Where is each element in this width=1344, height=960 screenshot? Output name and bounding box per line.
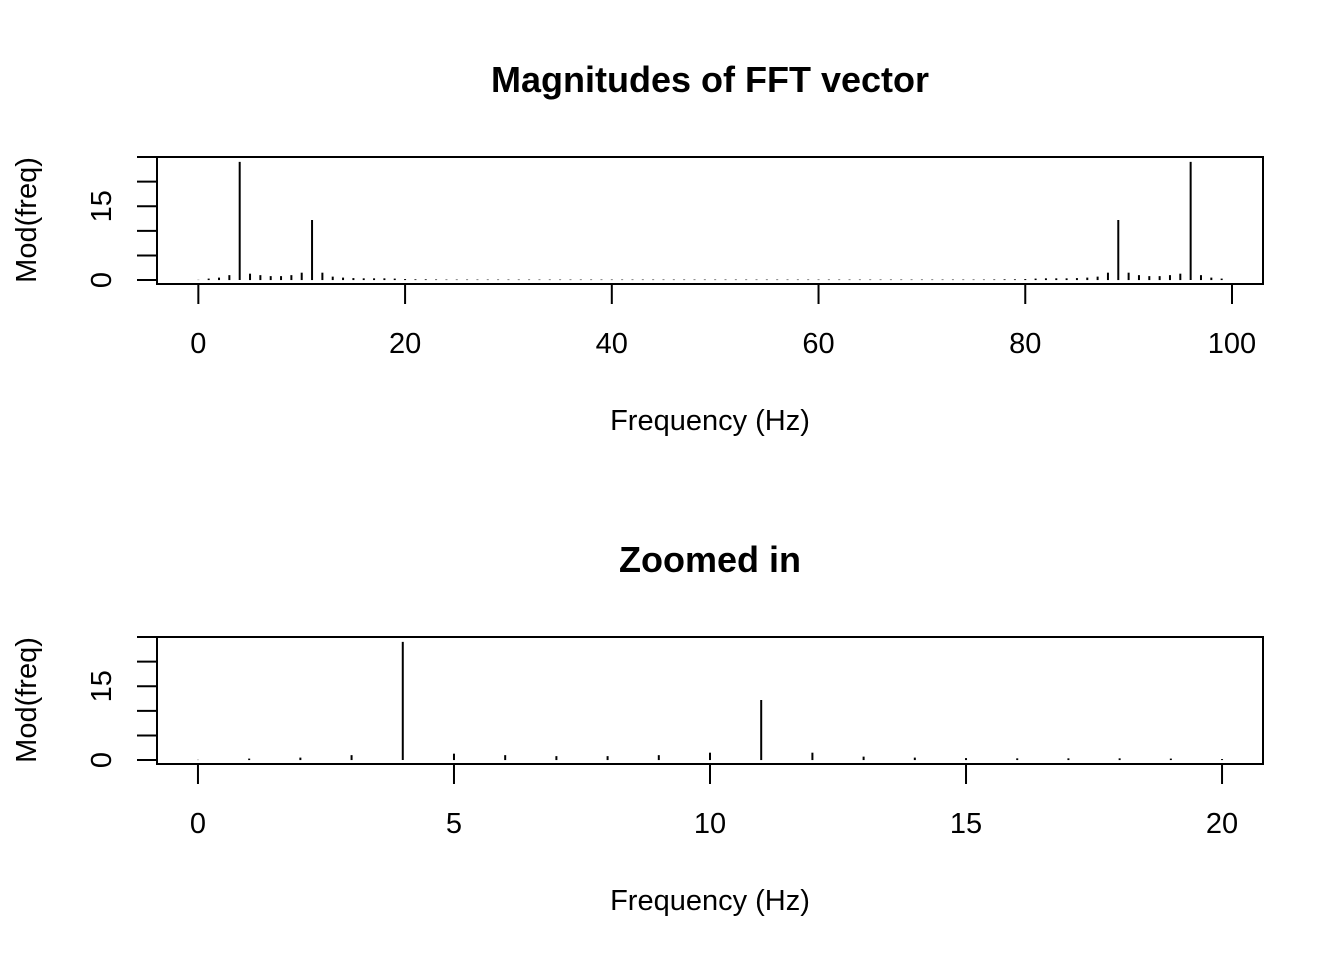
x-axis-label: Frequency (Hz) bbox=[610, 405, 810, 437]
x-tick-label: 0 bbox=[190, 328, 206, 360]
x-tick-label: 0 bbox=[190, 808, 206, 840]
chart-title: Zoomed in bbox=[619, 539, 801, 580]
x-tick-label: 40 bbox=[596, 328, 628, 360]
x-tick-label: 20 bbox=[1206, 808, 1238, 840]
y-axis: 0 15 bbox=[86, 636, 158, 768]
x-tick-label: 60 bbox=[802, 328, 834, 360]
x-axis: 0 5 10 15 20 bbox=[190, 763, 1238, 840]
y-tick-label: 15 bbox=[86, 190, 118, 222]
y-axis-label: Mod(freq) bbox=[11, 157, 43, 283]
bars-group bbox=[197, 161, 1223, 281]
x-axis: 0 20 40 60 80 100 bbox=[190, 283, 1256, 360]
x-tick-label: 10 bbox=[694, 808, 726, 840]
y-tick-label: 0 bbox=[86, 752, 118, 768]
zoomed-plot: Zoomed in 0 5 10 15 20 0 15 Frequency (Hz) Mo… bbox=[11, 539, 1264, 917]
x-tick-label: 100 bbox=[1208, 328, 1256, 360]
y-tick-label: 0 bbox=[86, 272, 118, 288]
x-tick-label: 5 bbox=[446, 808, 462, 840]
fft-magnitude-plot: Magnitudes of FFT vector 0 20 40 60 80 100 0 1… bbox=[11, 59, 1264, 437]
y-axis: 0 15 bbox=[86, 156, 158, 288]
chart-title: Magnitudes of FFT vector bbox=[491, 59, 929, 100]
x-axis-label: Frequency (Hz) bbox=[610, 885, 810, 917]
y-axis-label: Mod(freq) bbox=[11, 637, 43, 763]
y-tick-label: 15 bbox=[86, 670, 118, 702]
x-tick-label: 15 bbox=[950, 808, 982, 840]
bars-group bbox=[196, 641, 1224, 761]
x-tick-label: 20 bbox=[389, 328, 421, 360]
plot-frame bbox=[156, 156, 1264, 285]
plot-frame bbox=[156, 636, 1264, 765]
x-tick-label: 80 bbox=[1009, 328, 1041, 360]
